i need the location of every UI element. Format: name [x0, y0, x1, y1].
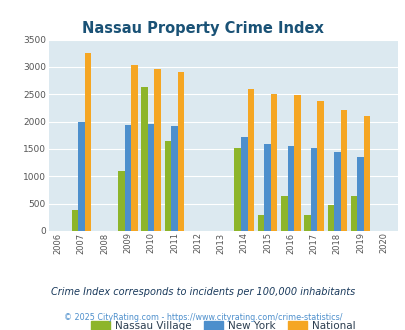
Bar: [78, 122, 84, 231]
Bar: [350, 196, 356, 231]
Bar: [171, 126, 177, 231]
Bar: [71, 211, 78, 231]
Bar: [131, 65, 137, 231]
Bar: [118, 171, 124, 231]
Bar: [124, 125, 131, 231]
Bar: [304, 215, 310, 231]
Bar: [264, 144, 270, 231]
Bar: [154, 69, 160, 231]
Bar: [356, 157, 363, 231]
Bar: [327, 205, 333, 231]
Bar: [310, 148, 317, 231]
Bar: [247, 89, 254, 231]
Bar: [141, 87, 147, 231]
Bar: [340, 110, 346, 231]
Bar: [317, 101, 323, 231]
Legend: Nassau Village, New York, National: Nassau Village, New York, National: [87, 316, 359, 330]
Text: © 2025 CityRating.com - https://www.cityrating.com/crime-statistics/: © 2025 CityRating.com - https://www.city…: [64, 313, 341, 322]
Bar: [280, 196, 287, 231]
Text: Nassau Property Crime Index: Nassau Property Crime Index: [82, 21, 323, 36]
Bar: [147, 124, 154, 231]
Bar: [270, 94, 277, 231]
Bar: [84, 53, 91, 231]
Bar: [363, 115, 369, 231]
Bar: [234, 148, 241, 231]
Bar: [257, 215, 264, 231]
Bar: [293, 95, 300, 231]
Bar: [287, 146, 293, 231]
Bar: [333, 152, 340, 231]
Bar: [164, 141, 171, 231]
Text: Crime Index corresponds to incidents per 100,000 inhabitants: Crime Index corresponds to incidents per…: [51, 287, 354, 297]
Bar: [177, 72, 184, 231]
Bar: [241, 138, 247, 231]
